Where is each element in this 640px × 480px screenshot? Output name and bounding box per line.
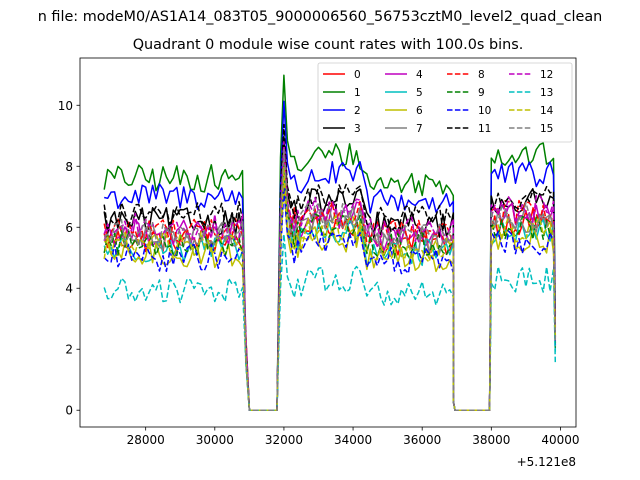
y-tick-label: 4 (65, 282, 73, 296)
series-layer (103, 74, 557, 411)
y-tick-label: 10 (58, 99, 73, 113)
y-axis: 0 2 4 6 8 10 (58, 99, 80, 418)
series-line-8 (103, 147, 557, 411)
legend-label-12: 12 (540, 69, 553, 81)
y-tick-label: 6 (65, 221, 73, 235)
legend-label-8: 8 (478, 69, 485, 81)
legend-label-15: 15 (540, 123, 553, 135)
legend-label-14: 14 (540, 105, 554, 117)
chart-title: Quadrant 0 module wise count rates with … (133, 37, 524, 53)
legend-label-7: 7 (416, 123, 423, 135)
legend-label-0: 0 (354, 69, 361, 81)
y-tick-label: 0 (65, 404, 73, 418)
x-tick-label: 34000 (334, 433, 372, 447)
legend-label-2: 2 (354, 105, 361, 117)
legend-label-10: 10 (478, 105, 491, 117)
legend-label-9: 9 (478, 87, 485, 99)
series-line-11 (103, 123, 557, 411)
legend-label-11: 11 (478, 123, 491, 135)
legend-box (317, 62, 573, 143)
suptitle: n file: modeM0/AS1A14_083T05_9000006560_… (38, 9, 603, 25)
x-tick-label: 38000 (472, 433, 510, 447)
x-tick-label: 30000 (196, 433, 234, 447)
series-line-4 (103, 152, 557, 411)
y-tick-label: 2 (65, 343, 73, 357)
legend-label-4: 4 (416, 69, 423, 81)
legend-label-1: 1 (354, 87, 361, 99)
legend-label-5: 5 (416, 87, 423, 99)
legend-label-13: 13 (540, 87, 553, 99)
series-line-14 (103, 166, 557, 411)
series-line-15 (103, 148, 557, 411)
series-line-0 (103, 163, 557, 411)
x-tick-label: 40000 (541, 433, 579, 447)
series-line-12 (103, 141, 557, 411)
x-tick-label: 32000 (265, 433, 303, 447)
legend-label-6: 6 (416, 105, 423, 117)
x-tick-label: 36000 (403, 433, 441, 447)
x-axis: 28000 30000 32000 34000 36000 38000 40000 (127, 427, 580, 447)
plot-frame (79, 57, 577, 428)
x-offset-label: +5.121e8 (517, 455, 576, 469)
legend-label-3: 3 (354, 123, 361, 135)
y-tick-label: 8 (65, 160, 73, 174)
x-tick-label: 28000 (127, 433, 165, 447)
